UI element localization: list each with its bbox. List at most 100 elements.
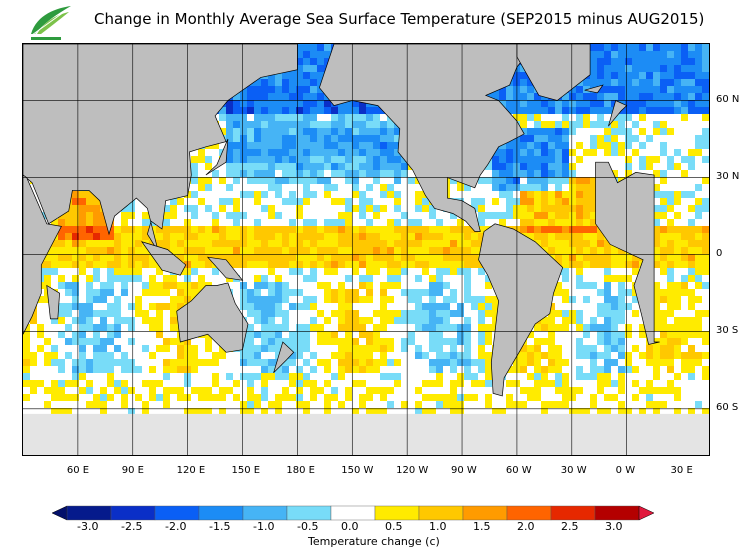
anomaly-cell — [163, 275, 170, 282]
anomaly-cell — [366, 282, 373, 289]
anomaly-cell — [674, 44, 681, 51]
anomaly-cell — [471, 254, 478, 261]
anomaly-cell — [72, 261, 79, 268]
anomaly-cell — [436, 310, 443, 317]
anomaly-cell — [156, 289, 163, 296]
anomaly-cell — [541, 121, 548, 128]
anomaly-cell — [100, 387, 107, 394]
anomaly-cell — [310, 170, 317, 177]
anomaly-cell — [604, 86, 611, 93]
anomaly-cell — [576, 121, 583, 128]
anomaly-cell — [149, 303, 156, 310]
anomaly-cell — [695, 261, 702, 268]
anomaly-cell — [422, 380, 429, 387]
anomaly-cell — [254, 282, 261, 289]
anomaly-cell — [247, 324, 254, 331]
anomaly-cell — [366, 394, 373, 401]
anomaly-cell — [583, 240, 590, 247]
anomaly-cell — [65, 212, 72, 219]
anomaly-cell — [548, 345, 555, 352]
anomaly-cell — [660, 86, 667, 93]
anomaly-cell — [142, 401, 149, 408]
anomaly-cell — [471, 394, 478, 401]
anomaly-cell — [226, 247, 233, 254]
anomaly-cell — [65, 394, 72, 401]
anomaly-cell — [387, 254, 394, 261]
anomaly-cell — [254, 401, 261, 408]
anomaly-cell — [688, 51, 695, 58]
anomaly-cell — [485, 401, 492, 408]
anomaly-cell — [268, 135, 275, 142]
anomaly-cell — [471, 233, 478, 240]
anomaly-cell — [450, 380, 457, 387]
anomaly-cell — [352, 191, 359, 198]
anomaly-cell — [618, 310, 625, 317]
anomaly-cell — [240, 191, 247, 198]
anomaly-cell — [79, 233, 86, 240]
anomaly-cell — [93, 394, 100, 401]
anomaly-cell — [422, 352, 429, 359]
anomaly-cell — [191, 352, 198, 359]
anomaly-cell — [72, 226, 79, 233]
anomaly-cell — [177, 289, 184, 296]
anomaly-cell — [261, 317, 268, 324]
anomaly-cell — [86, 254, 93, 261]
anomaly-cell — [443, 359, 450, 366]
anomaly-cell — [401, 338, 408, 345]
anomaly-cell — [583, 282, 590, 289]
anomaly-cell — [548, 233, 555, 240]
anomaly-cell — [226, 163, 233, 170]
anomaly-cell — [681, 261, 688, 268]
anomaly-cell — [282, 296, 289, 303]
anomaly-cell — [177, 387, 184, 394]
anomaly-cell — [268, 114, 275, 121]
anomaly-cell — [653, 86, 660, 93]
anomaly-cell — [156, 331, 163, 338]
anomaly-cell — [240, 142, 247, 149]
anomaly-cell — [394, 282, 401, 289]
anomaly-cell — [324, 58, 331, 65]
anomaly-cell — [667, 240, 674, 247]
anomaly-cell — [660, 324, 667, 331]
anomaly-cell — [667, 359, 674, 366]
anomaly-cell — [611, 331, 618, 338]
anomaly-cell — [373, 114, 380, 121]
anomaly-cell — [275, 226, 282, 233]
anomaly-cell — [688, 72, 695, 79]
anomaly-cell — [429, 247, 436, 254]
anomaly-cell — [114, 268, 121, 275]
anomaly-cell — [660, 338, 667, 345]
anomaly-cell — [233, 233, 240, 240]
anomaly-cell — [93, 254, 100, 261]
anomaly-cell — [492, 303, 499, 310]
anomaly-cell — [513, 72, 520, 79]
anomaly-cell — [156, 240, 163, 247]
anomaly-cell — [366, 114, 373, 121]
anomaly-cell — [205, 359, 212, 366]
anomaly-cell — [597, 93, 604, 100]
anomaly-cell — [121, 254, 128, 261]
anomaly-cell — [303, 303, 310, 310]
anomaly-cell — [240, 226, 247, 233]
anomaly-cell — [569, 149, 576, 156]
anomaly-cell — [653, 247, 660, 254]
anomaly-cell — [548, 247, 555, 254]
anomaly-cell — [58, 387, 65, 394]
anomaly-cell — [408, 296, 415, 303]
anomaly-cell — [338, 345, 345, 352]
anomaly-cell — [233, 226, 240, 233]
anomaly-cell — [170, 247, 177, 254]
anomaly-cell — [555, 289, 562, 296]
anomaly-cell — [310, 261, 317, 268]
anomaly-cell — [625, 86, 632, 93]
anomaly-cell — [660, 142, 667, 149]
anomaly-cell — [254, 359, 261, 366]
anomaly-cell — [156, 226, 163, 233]
anomaly-cell — [597, 387, 604, 394]
anomaly-cell — [485, 338, 492, 345]
anomaly-cell — [702, 177, 709, 184]
anomaly-cell — [289, 380, 296, 387]
anomaly-cell — [86, 240, 93, 247]
anomaly-cell — [338, 261, 345, 268]
anomaly-cell — [555, 163, 562, 170]
